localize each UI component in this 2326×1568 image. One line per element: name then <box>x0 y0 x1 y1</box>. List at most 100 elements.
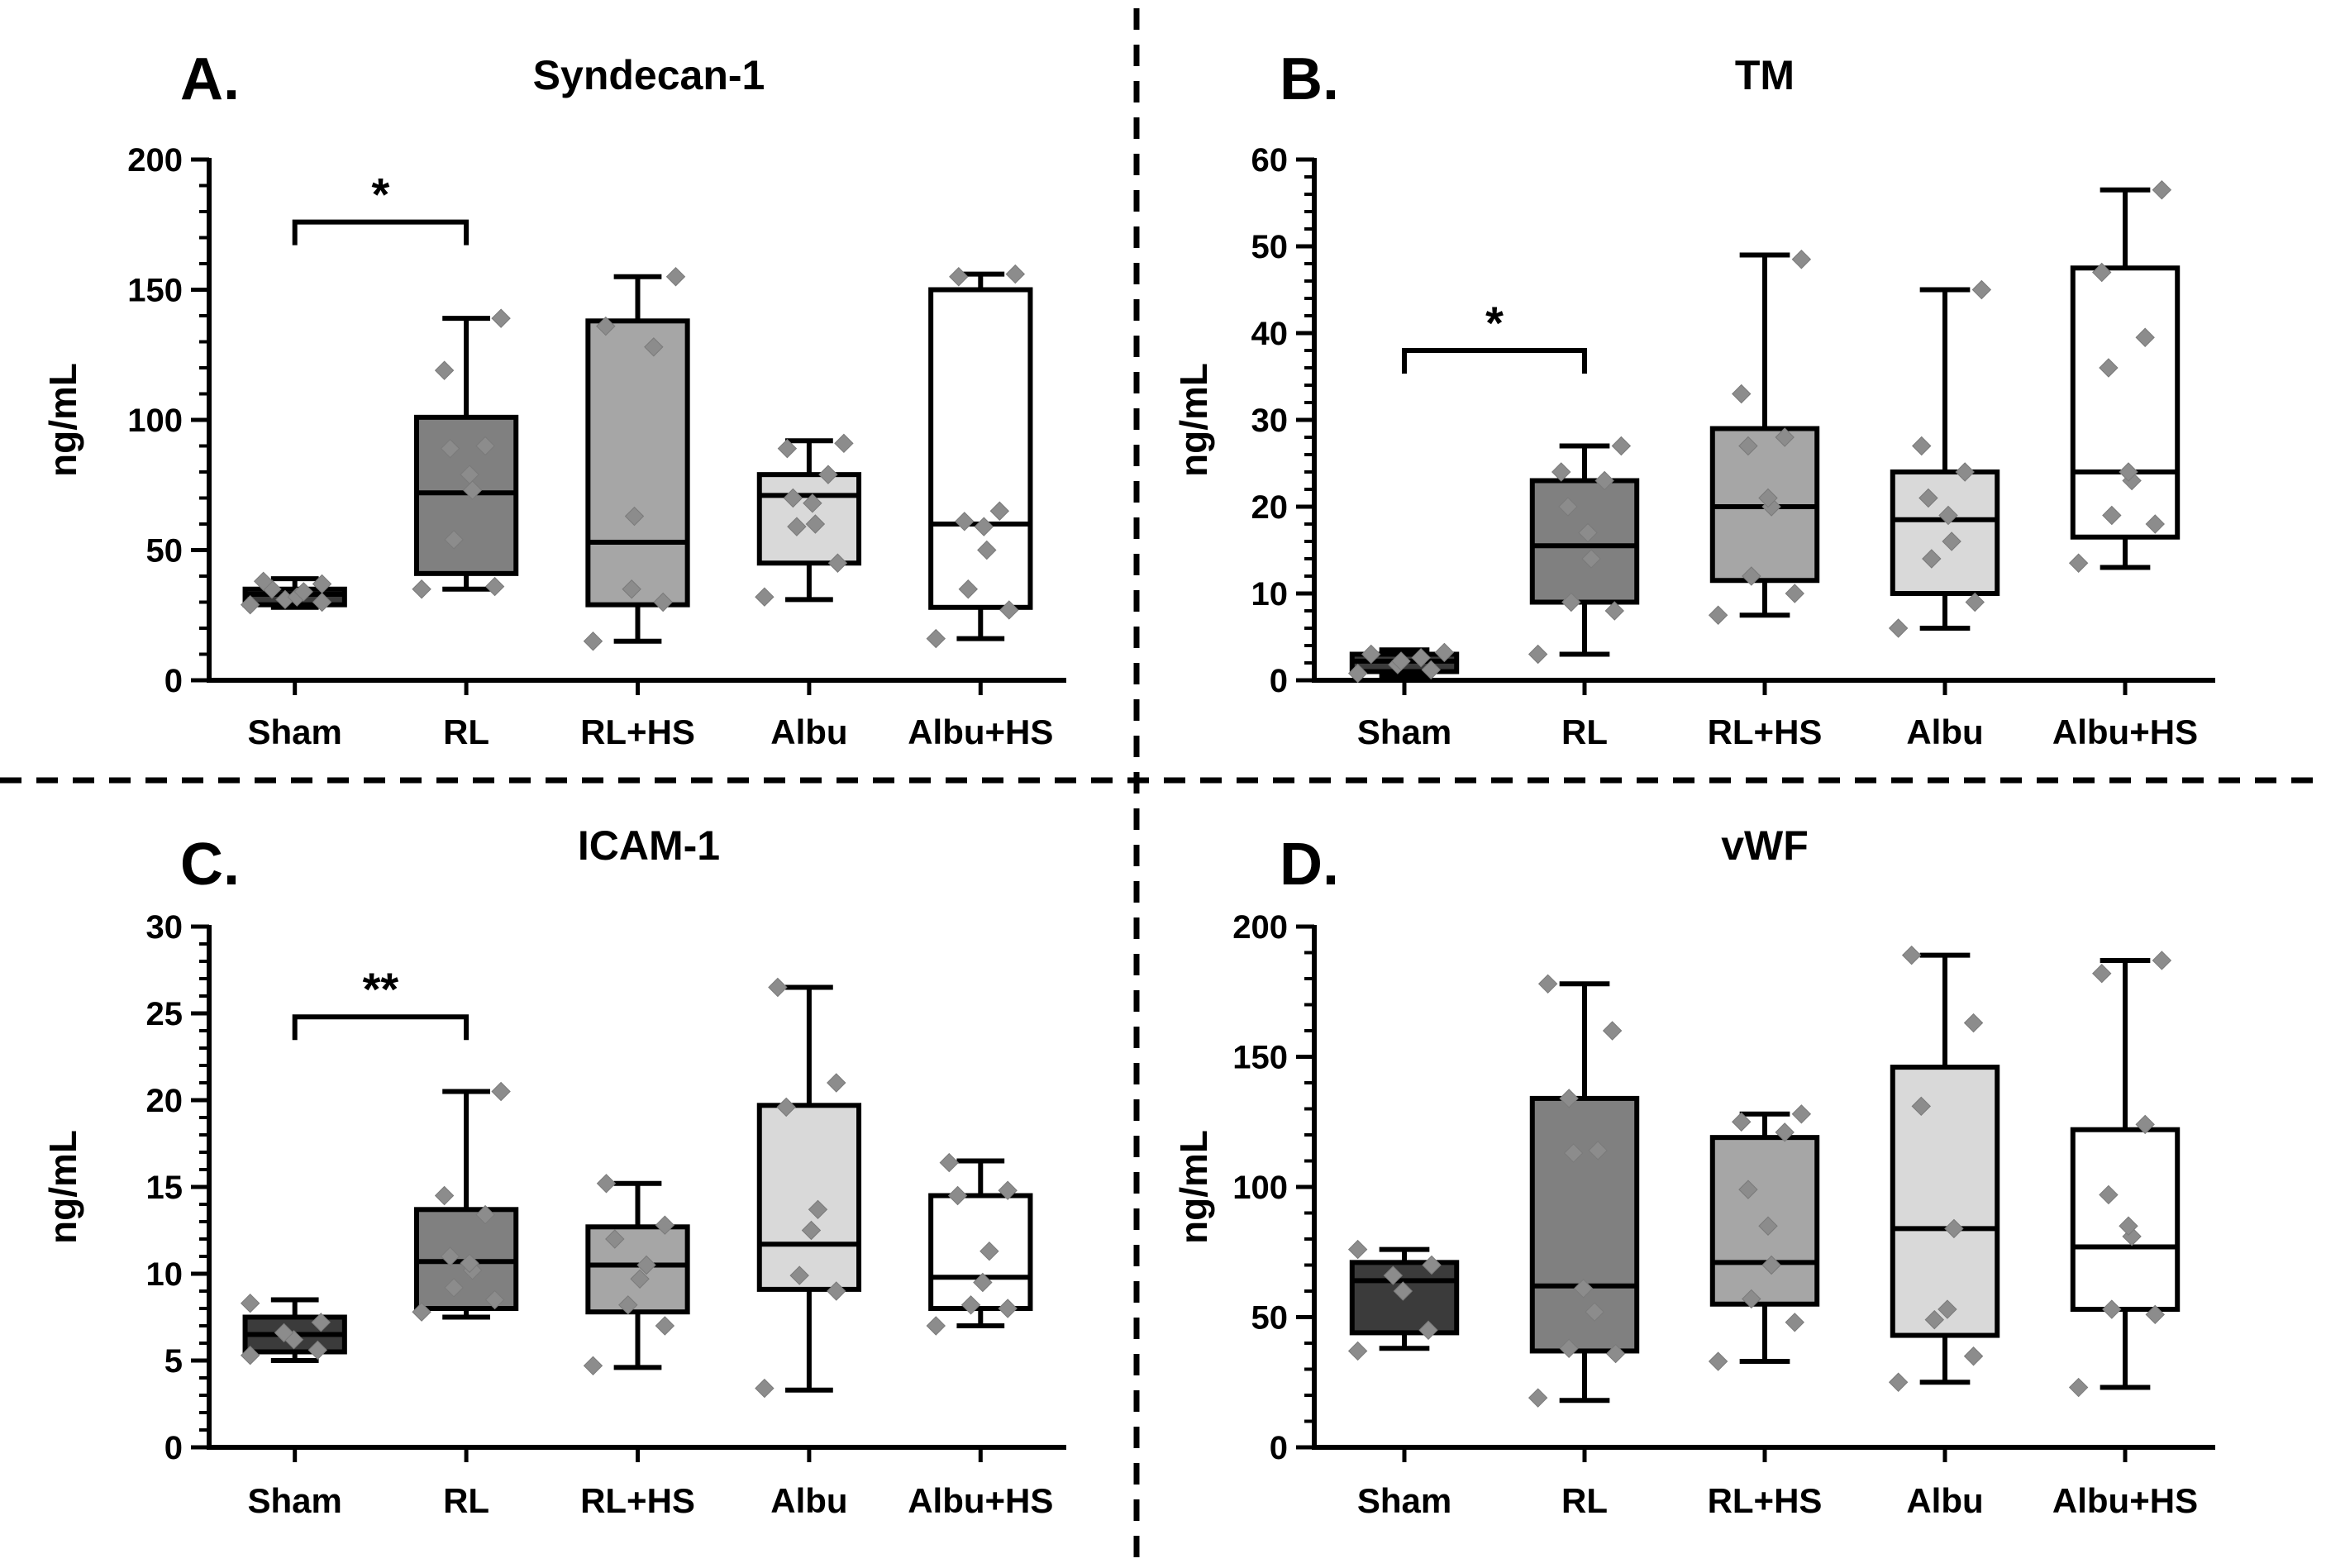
data-point <box>783 488 803 508</box>
data-point <box>434 1185 455 1206</box>
data-point <box>1537 974 1558 994</box>
data-point <box>1559 1089 1579 1108</box>
category-label: Sham <box>1357 1481 1451 1520</box>
y-tick-label: 100 <box>1232 1170 1288 1206</box>
data-point <box>1611 436 1632 456</box>
data-point <box>1785 1313 1804 1332</box>
box-sham <box>1347 1239 1460 1361</box>
data-point <box>240 594 260 615</box>
data-point <box>253 571 274 592</box>
y-tick-label: 30 <box>1251 403 1289 439</box>
chart-panel-syndecan-1: A. Syndecan-1 0 50 100 150 200 ng/mL Sham RL RL+HS… <box>41 46 1066 751</box>
data-point <box>2152 180 2172 200</box>
panel-dividers <box>0 8 2326 1568</box>
data-point <box>460 465 479 484</box>
category-label: Sham <box>248 1481 342 1520</box>
data-point <box>624 506 645 527</box>
box-sham <box>1347 642 1460 684</box>
data-point <box>293 582 313 602</box>
box-rl <box>1528 974 1640 1408</box>
data-point <box>1791 1104 1812 1124</box>
box-rl <box>412 1081 519 1322</box>
data-point <box>827 1281 846 1301</box>
data-point <box>618 1295 638 1315</box>
box-iqr <box>1890 469 2000 596</box>
category-label: RL+HS <box>580 713 695 751</box>
box-albu-plus-hs <box>926 264 1033 649</box>
data-point <box>1761 1255 1781 1275</box>
data-point <box>1559 1338 1579 1359</box>
data-point <box>1912 436 1932 456</box>
data-point <box>2152 951 2172 970</box>
chart-panel-icam-1: C. ICAM-1 0 5 10 15 20 25 30 ng/mL Sham RL RL+HS Albu… <box>41 822 1066 1520</box>
data-point <box>2145 514 2165 534</box>
y-tick-label: 15 <box>146 1170 184 1206</box>
data-point <box>240 1345 260 1365</box>
data-point <box>926 1316 946 1336</box>
data-point <box>1421 660 1441 680</box>
data-point <box>1738 1180 1758 1199</box>
data-point <box>484 576 505 597</box>
y-tick-label: 0 <box>1270 1430 1288 1466</box>
box-iqr <box>585 318 690 608</box>
data-point <box>440 1246 460 1266</box>
chart-panel-vwf: D. vWF 0 50 100 150 200 ng/mL Sham RL RL+HS Albu Alb… <box>1172 822 2215 1520</box>
data-point <box>312 592 332 612</box>
data-point <box>1738 436 1758 456</box>
data-point <box>1742 1289 1761 1309</box>
data-point <box>1361 644 1381 665</box>
panel-letter: B. <box>1280 46 1339 112</box>
data-point <box>312 574 332 594</box>
y-axis-title: ng/mL <box>41 363 84 477</box>
box-albu-plus-hs <box>926 1152 1033 1336</box>
box-sham <box>240 571 347 615</box>
category-label: Albu+HS <box>2052 1481 2198 1520</box>
y-tick-label: 20 <box>146 1083 184 1119</box>
data-point <box>622 579 641 599</box>
category-label: RL <box>1561 1481 1608 1520</box>
data-point <box>777 438 798 459</box>
significance-label: ** <box>363 963 399 1015</box>
data-point <box>1901 945 1922 965</box>
data-point <box>1604 601 1624 621</box>
data-point <box>1393 1281 1413 1301</box>
data-point <box>999 600 1019 620</box>
data-point <box>960 1295 981 1315</box>
data-point <box>1434 642 1455 663</box>
chart-panel-tm: B. TM 0 10 20 30 40 50 60 ng/mL Sham RL RL+HS Albu Alb… <box>1172 46 2215 751</box>
y-tick-label: 30 <box>146 909 184 946</box>
data-point <box>818 465 838 484</box>
y-tick-label: 200 <box>127 142 183 179</box>
y-tick-label: 20 <box>1251 489 1289 526</box>
data-point <box>1605 1343 1626 1364</box>
data-point <box>1347 663 1368 684</box>
data-point <box>2102 505 2122 526</box>
category-label: Albu+HS <box>2052 713 2198 751</box>
data-point <box>596 316 616 336</box>
data-point <box>958 579 979 599</box>
data-point <box>636 1255 656 1275</box>
box-iqr <box>1529 1095 1640 1354</box>
box-iqr <box>1890 1065 2000 1338</box>
data-point <box>412 1302 431 1322</box>
data-point <box>484 1289 505 1310</box>
data-point <box>1944 1218 1964 1239</box>
y-tick-label: 100 <box>127 403 183 439</box>
data-point <box>1573 1279 1594 1299</box>
category-label: Albu+HS <box>908 1481 1053 1520</box>
category-label: Sham <box>248 713 342 751</box>
data-point <box>939 1152 959 1173</box>
data-point <box>1938 505 1958 526</box>
panel-letter: D. <box>1280 832 1339 898</box>
box-iqr <box>1529 478 1640 605</box>
y-tick-label: 50 <box>1251 229 1289 265</box>
data-point <box>2135 327 2155 347</box>
data-point <box>491 308 511 328</box>
data-point <box>998 1180 1018 1200</box>
category-label: Albu+HS <box>908 713 1053 751</box>
data-point <box>311 1313 331 1332</box>
data-point <box>827 553 848 573</box>
data-point <box>583 631 603 651</box>
data-point <box>755 587 775 607</box>
data-point <box>1528 1388 1548 1408</box>
